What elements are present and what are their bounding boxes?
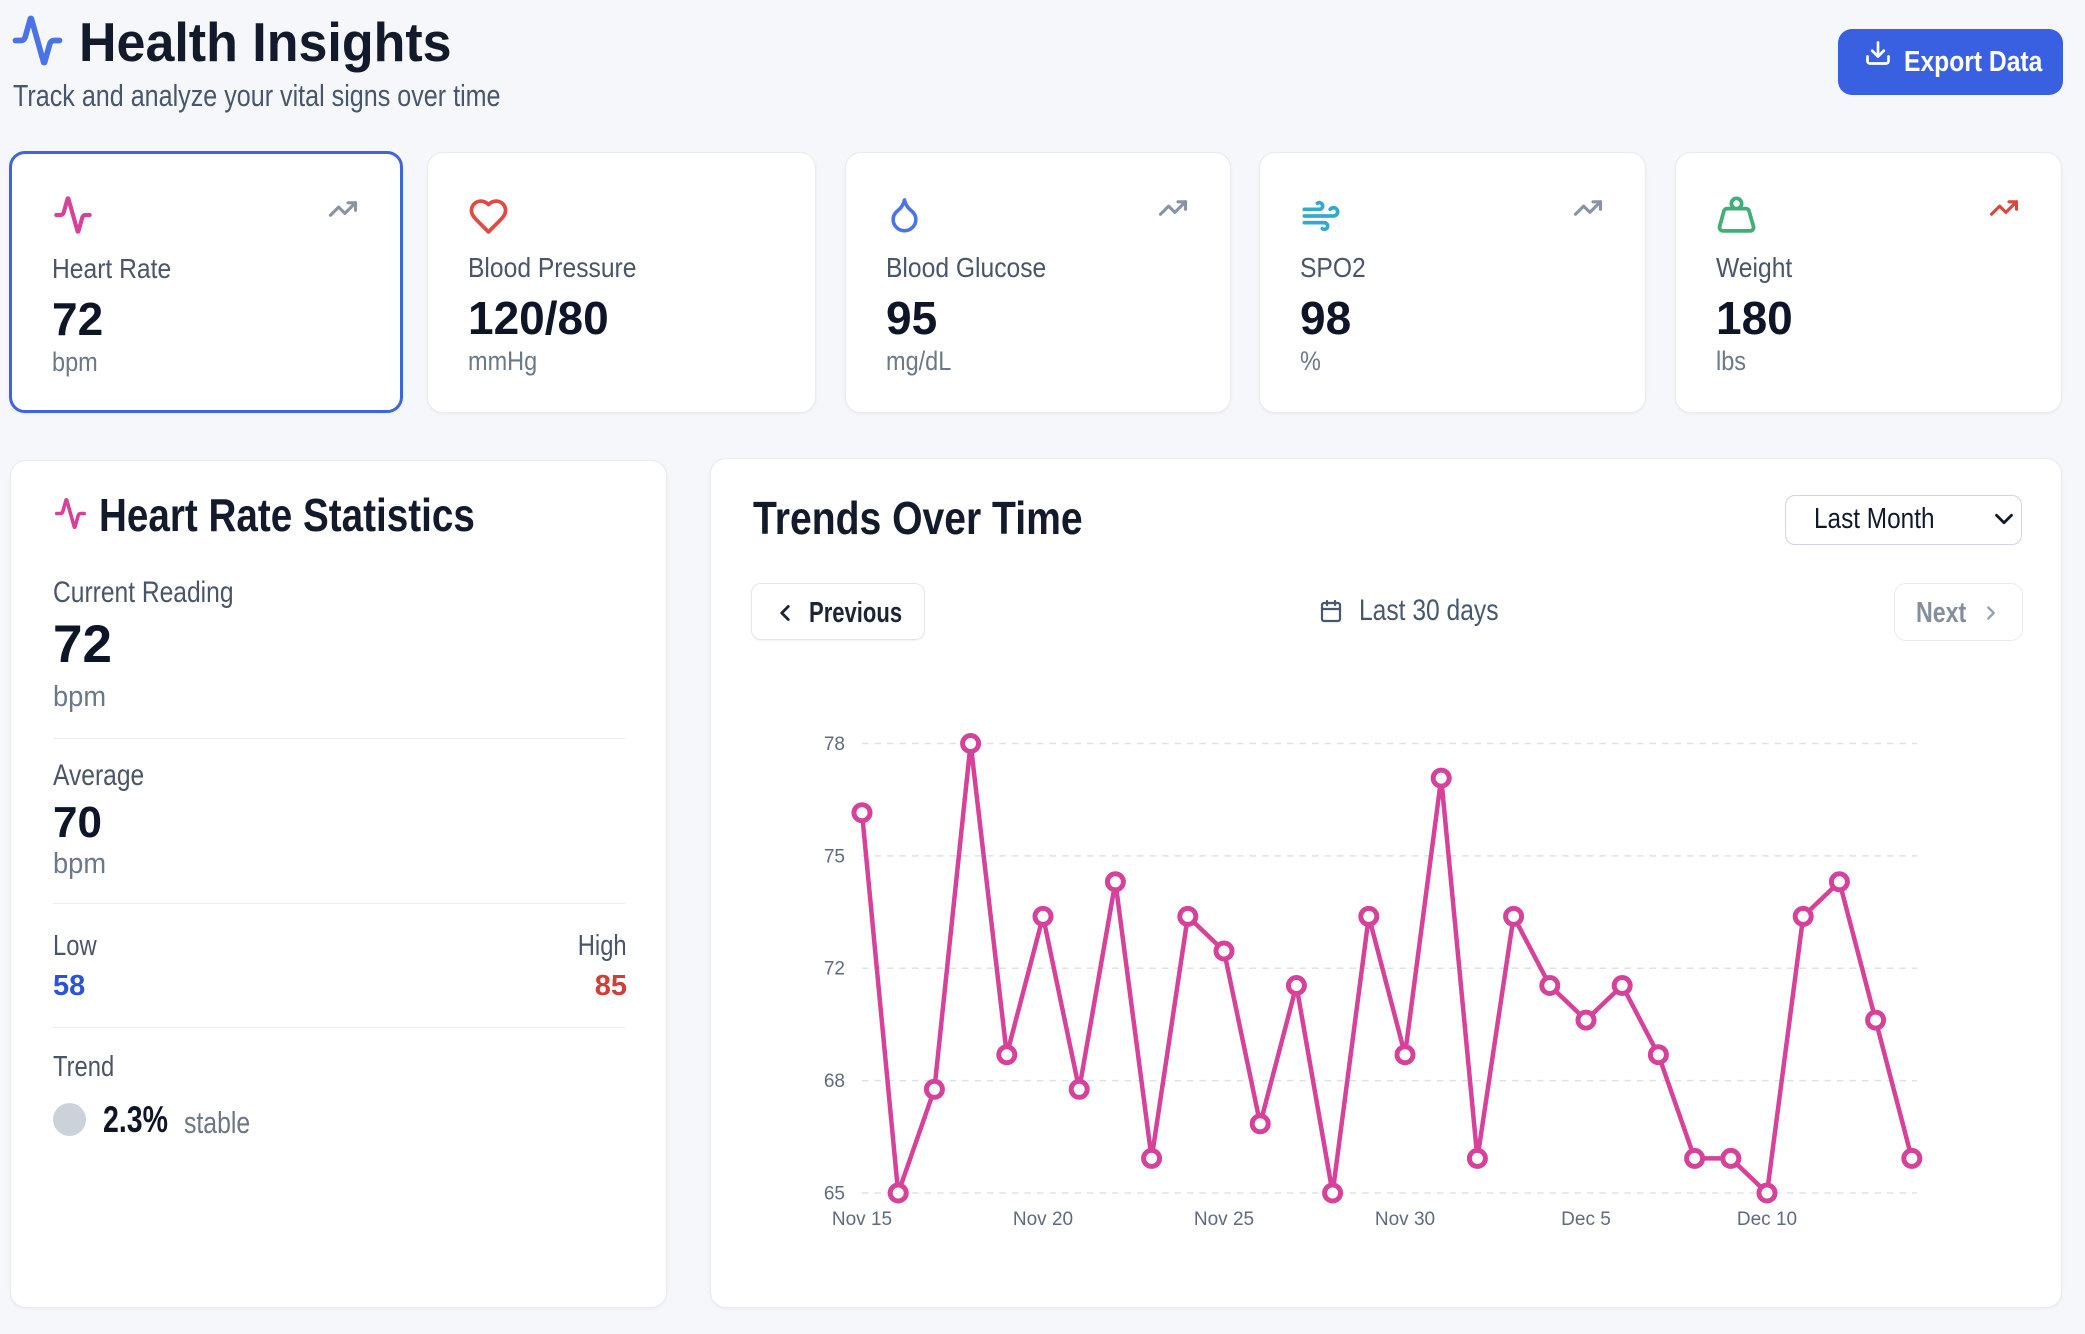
svg-text:Nov 15: Nov 15 xyxy=(832,1209,892,1230)
svg-text:Nov 30: Nov 30 xyxy=(1375,1209,1435,1230)
svg-text:72: 72 xyxy=(824,959,845,980)
svg-text:65: 65 xyxy=(824,1184,845,1205)
svg-text:Nov 20: Nov 20 xyxy=(1013,1209,1073,1230)
svg-text:75: 75 xyxy=(824,846,845,867)
svg-text:Dec 10: Dec 10 xyxy=(1737,1209,1797,1230)
svg-text:68: 68 xyxy=(824,1071,845,1092)
svg-text:Dec 5: Dec 5 xyxy=(1561,1209,1611,1230)
svg-text:78: 78 xyxy=(824,734,845,755)
svg-text:Nov 25: Nov 25 xyxy=(1194,1209,1254,1230)
